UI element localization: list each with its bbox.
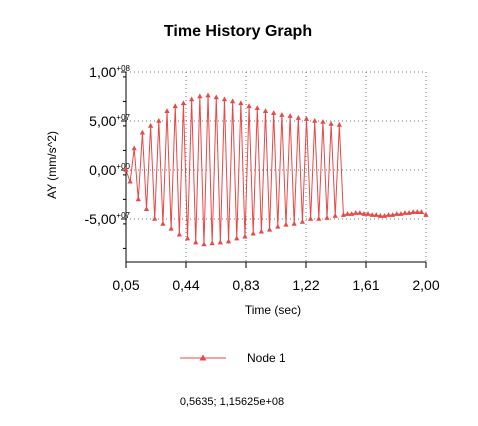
data-point (320, 118, 326, 124)
data-point (266, 226, 273, 232)
data-point (172, 103, 178, 109)
data-point (353, 210, 359, 215)
data-point (189, 96, 195, 102)
x-tick-label: 1,61 (352, 277, 379, 293)
data-point (283, 221, 289, 227)
y-axis-label: AY (mm/s^2) (45, 131, 59, 199)
data-point (316, 216, 322, 221)
data-point (324, 215, 330, 220)
x-tick-label: 0,44 (172, 277, 199, 293)
x-tick-label: 0,83 (232, 277, 259, 293)
data-point (402, 210, 408, 215)
data-point (213, 94, 219, 100)
data-point (381, 213, 388, 218)
data-point (242, 233, 248, 239)
data-point (127, 178, 133, 184)
legend: Node 1 (180, 351, 286, 365)
data-point (258, 228, 264, 234)
data-point (328, 120, 334, 126)
data-point (246, 103, 252, 109)
data-point (312, 118, 318, 123)
data-point (336, 121, 342, 127)
data-point (398, 211, 404, 216)
data-point (349, 211, 355, 216)
data-point (308, 216, 314, 221)
data-point (221, 96, 228, 102)
x-axis-label: Time (sec) (245, 303, 301, 317)
data-point (279, 112, 285, 117)
data-point (340, 212, 347, 217)
data-point (303, 116, 310, 121)
data-point (357, 210, 363, 215)
data-point (135, 196, 141, 202)
series-group (123, 92, 429, 247)
data-point (262, 108, 269, 113)
data-point (390, 212, 396, 217)
data-point (369, 212, 375, 217)
data-point (344, 211, 351, 216)
data-point (254, 105, 260, 111)
coordinate-readout: 0,5635; 1,15625e+08 (180, 396, 284, 408)
y-tick-label: 0,00+00 (89, 162, 130, 178)
data-point (205, 92, 211, 98)
y-tick-label: 5,00+07 (89, 113, 130, 129)
data-point (184, 235, 191, 241)
data-point (238, 100, 244, 106)
y-tick-label: -5,00+07 (85, 211, 131, 227)
data-point (410, 209, 416, 214)
data-point (291, 220, 297, 226)
data-point (373, 212, 379, 217)
data-point (287, 113, 293, 118)
data-point (250, 230, 256, 236)
data-point (197, 93, 203, 99)
data-point (139, 129, 146, 135)
data-point (176, 231, 182, 237)
data-point (365, 211, 371, 216)
data-point (406, 210, 412, 215)
x-ticks: 0,05 0,44 0,83 1,22 1,61 2,00 (112, 262, 440, 293)
y-tick-label: 1,00+08 (89, 64, 130, 80)
data-point (234, 235, 240, 241)
data-point (201, 241, 207, 247)
data-point (385, 212, 392, 217)
data-point (148, 122, 154, 128)
data-point (152, 216, 158, 221)
data-point (225, 238, 232, 244)
x-tick-label: 1,22 (292, 277, 319, 293)
data-point (156, 118, 162, 123)
data-point (123, 167, 129, 172)
data-point (295, 115, 301, 120)
data-point (209, 240, 215, 246)
y-ticks: 1,00+08 5,00+07 0,00+00 -5,00+07 (85, 64, 131, 249)
data-point (423, 212, 429, 217)
data-point (377, 213, 383, 218)
data-point (193, 239, 199, 245)
data-point (394, 211, 400, 216)
data-point (180, 100, 187, 106)
chart-title: Time History Graph (164, 23, 312, 40)
data-point (418, 209, 424, 214)
data-point (361, 211, 367, 216)
data-point (299, 218, 306, 224)
data-point (332, 213, 338, 218)
data-point (230, 98, 236, 104)
data-point (168, 225, 174, 231)
x-tick-label: 2,00 (412, 277, 439, 293)
data-point (414, 209, 420, 214)
data-point (271, 110, 277, 115)
data-point (143, 206, 150, 211)
data-point (164, 108, 170, 113)
data-point (160, 220, 166, 226)
data-point (217, 239, 223, 245)
legend-label: Node 1 (247, 351, 286, 365)
data-point (131, 145, 137, 151)
data-point (275, 223, 281, 229)
x-tick-label: 0,05 (112, 277, 139, 293)
legend-marker-icon (199, 354, 207, 361)
